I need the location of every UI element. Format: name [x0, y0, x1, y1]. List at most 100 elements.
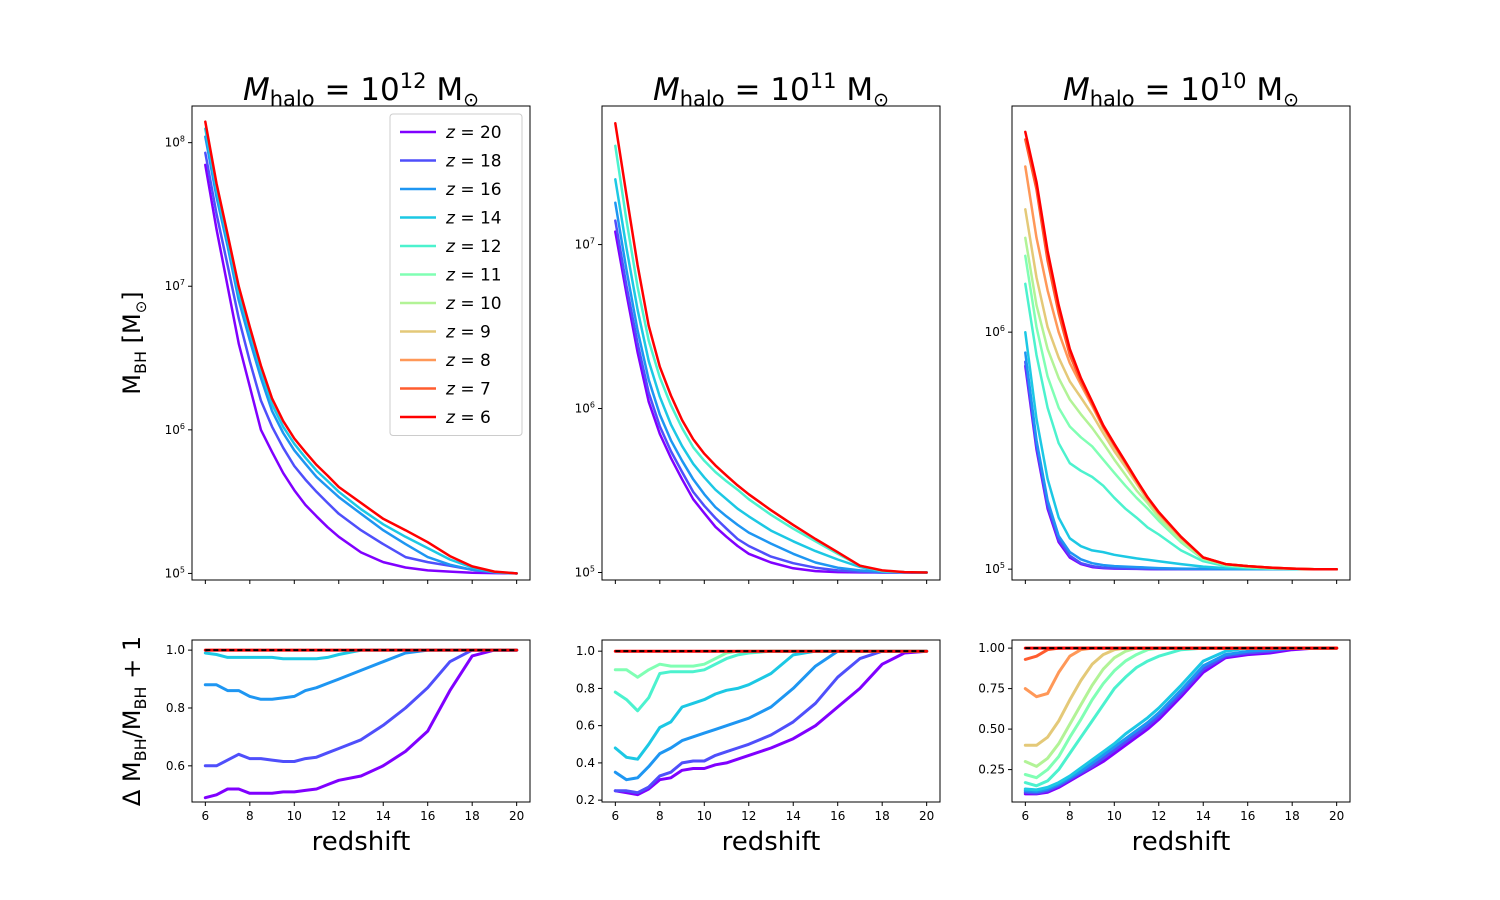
x-tick-label: 6 [612, 809, 620, 823]
title-subscript: halo [270, 87, 315, 111]
legend-value: = 18 [455, 152, 502, 172]
x-tick-label: 20 [1329, 809, 1344, 823]
x-tick-label: 20 [919, 809, 934, 823]
panel-title: Mhalo = 1011 M⊙ [653, 69, 889, 111]
tick-exponent: 6 [590, 401, 595, 410]
series-line [1024, 130, 1338, 571]
x-tick-label: 6 [202, 809, 210, 823]
series-line [614, 219, 928, 574]
ratio-line [203, 648, 519, 800]
legend-value: = 16 [455, 180, 502, 200]
legend-label: z = 12 [445, 237, 502, 257]
legend-value: = 9 [455, 323, 491, 343]
title-sun-symbol: ⊙ [873, 89, 889, 111]
legend-value: = 8 [455, 351, 491, 371]
y-tick-label: 0.2 [576, 793, 595, 807]
title-exponent: 11 [810, 69, 837, 93]
x-tick-label: 14 [1196, 809, 1211, 823]
x-tick-label: 12 [741, 809, 756, 823]
title-equals: = 10 [725, 72, 810, 108]
x-tick-label: 20 [509, 809, 524, 823]
x-tick-label: 16 [420, 809, 435, 823]
panel-title: Mhalo = 1012 M⊙ [243, 69, 479, 111]
series-line [1024, 208, 1338, 571]
title-exponent: 12 [400, 69, 427, 93]
ratio-line [1023, 646, 1339, 788]
legend-label: z = 11 [445, 266, 502, 286]
tick-mantissa: 10 [575, 565, 590, 579]
ylabel-sub: BH [131, 738, 150, 761]
title-exponent: 10 [1220, 69, 1247, 93]
top-axes-frame [1011, 105, 1351, 581]
series-line [614, 144, 928, 574]
legend-label: z = 7 [445, 380, 491, 400]
series-line [204, 135, 518, 575]
y-tick-label: 0.25 [978, 763, 1005, 777]
legend-box [389, 113, 523, 436]
x-axis-label: redshift [312, 827, 411, 857]
legend-z: z [445, 237, 456, 257]
ylabel-m: M [118, 374, 146, 395]
ylabel-sub: BH [131, 351, 150, 374]
legend: z = 20z = 18z = 16z = 14z = 12z = 11z = … [389, 113, 523, 436]
title-unit: M [836, 72, 873, 108]
tick-mantissa: 10 [165, 279, 180, 293]
bottom-axes-frame [1011, 639, 1351, 803]
x-tick-label: 18 [465, 809, 480, 823]
series-line [204, 151, 518, 575]
tick-exponent: 6 [1000, 324, 1005, 333]
y-axis-label-top: MBH [M⊙] [118, 291, 150, 394]
y-tick-label: 106 [575, 401, 595, 416]
y-tick-label: 106 [165, 422, 185, 437]
tick-exponent: 5 [590, 564, 595, 573]
x-tick-label: 8 [656, 809, 664, 823]
tick-mantissa: 10 [575, 402, 590, 416]
legend-value: = 20 [455, 123, 502, 143]
ratio-line [613, 649, 929, 795]
tick-mantissa: 10 [165, 566, 180, 580]
x-tick-label: 12 [331, 809, 346, 823]
x-tick-label: 8 [246, 809, 254, 823]
tick-mantissa: 10 [985, 562, 1000, 576]
tick-mantissa: 10 [165, 423, 180, 437]
y-tick-label: 0.8 [166, 701, 185, 715]
y-tick-label: 0.6 [166, 759, 185, 773]
tick-exponent: 7 [180, 278, 185, 287]
legend-z: z [445, 294, 456, 314]
x-tick-label: 16 [830, 809, 845, 823]
legend-label: z = 9 [445, 323, 491, 343]
series-line [204, 163, 518, 575]
title-equals: = 10 [1135, 72, 1220, 108]
legend-value: = 10 [455, 294, 502, 314]
ylabel-sub: BH [131, 687, 150, 710]
title-subscript: halo [1090, 87, 1135, 111]
x-tick-label: 10 [1107, 809, 1122, 823]
y-axis-label-bottom: Δ MBH/MBH + 1 [118, 636, 150, 806]
panel-2: Mhalo = 1011 M⊙1051061070.20.40.60.81.06… [575, 69, 941, 857]
y-tick-label: 105 [575, 564, 595, 579]
legend-value: = 11 [455, 266, 502, 286]
legend-z: z [445, 323, 456, 343]
y-tick-label: 0.50 [978, 722, 1005, 736]
ylabel-unit: [M [118, 313, 146, 351]
x-tick-label: 16 [1240, 809, 1255, 823]
x-tick-label: 10 [287, 809, 302, 823]
panel-title: Mhalo = 1010 M⊙ [1063, 69, 1299, 111]
bottom-axes-frame [191, 639, 531, 803]
y-tick-label: 107 [575, 237, 595, 252]
legend-label: z = 6 [445, 408, 491, 428]
legend-z: z [445, 152, 456, 172]
y-tick-label: 1.0 [166, 643, 185, 657]
series-line [1024, 282, 1338, 571]
y-tick-label: 105 [985, 561, 1005, 576]
ylabel-delta: Δ M [118, 761, 146, 806]
legend-z: z [445, 123, 456, 143]
series-line [1024, 236, 1338, 571]
legend-z: z [445, 266, 456, 286]
x-axis-label: redshift [1132, 827, 1231, 857]
ratio-line [203, 648, 519, 768]
ratio-line [613, 649, 929, 713]
